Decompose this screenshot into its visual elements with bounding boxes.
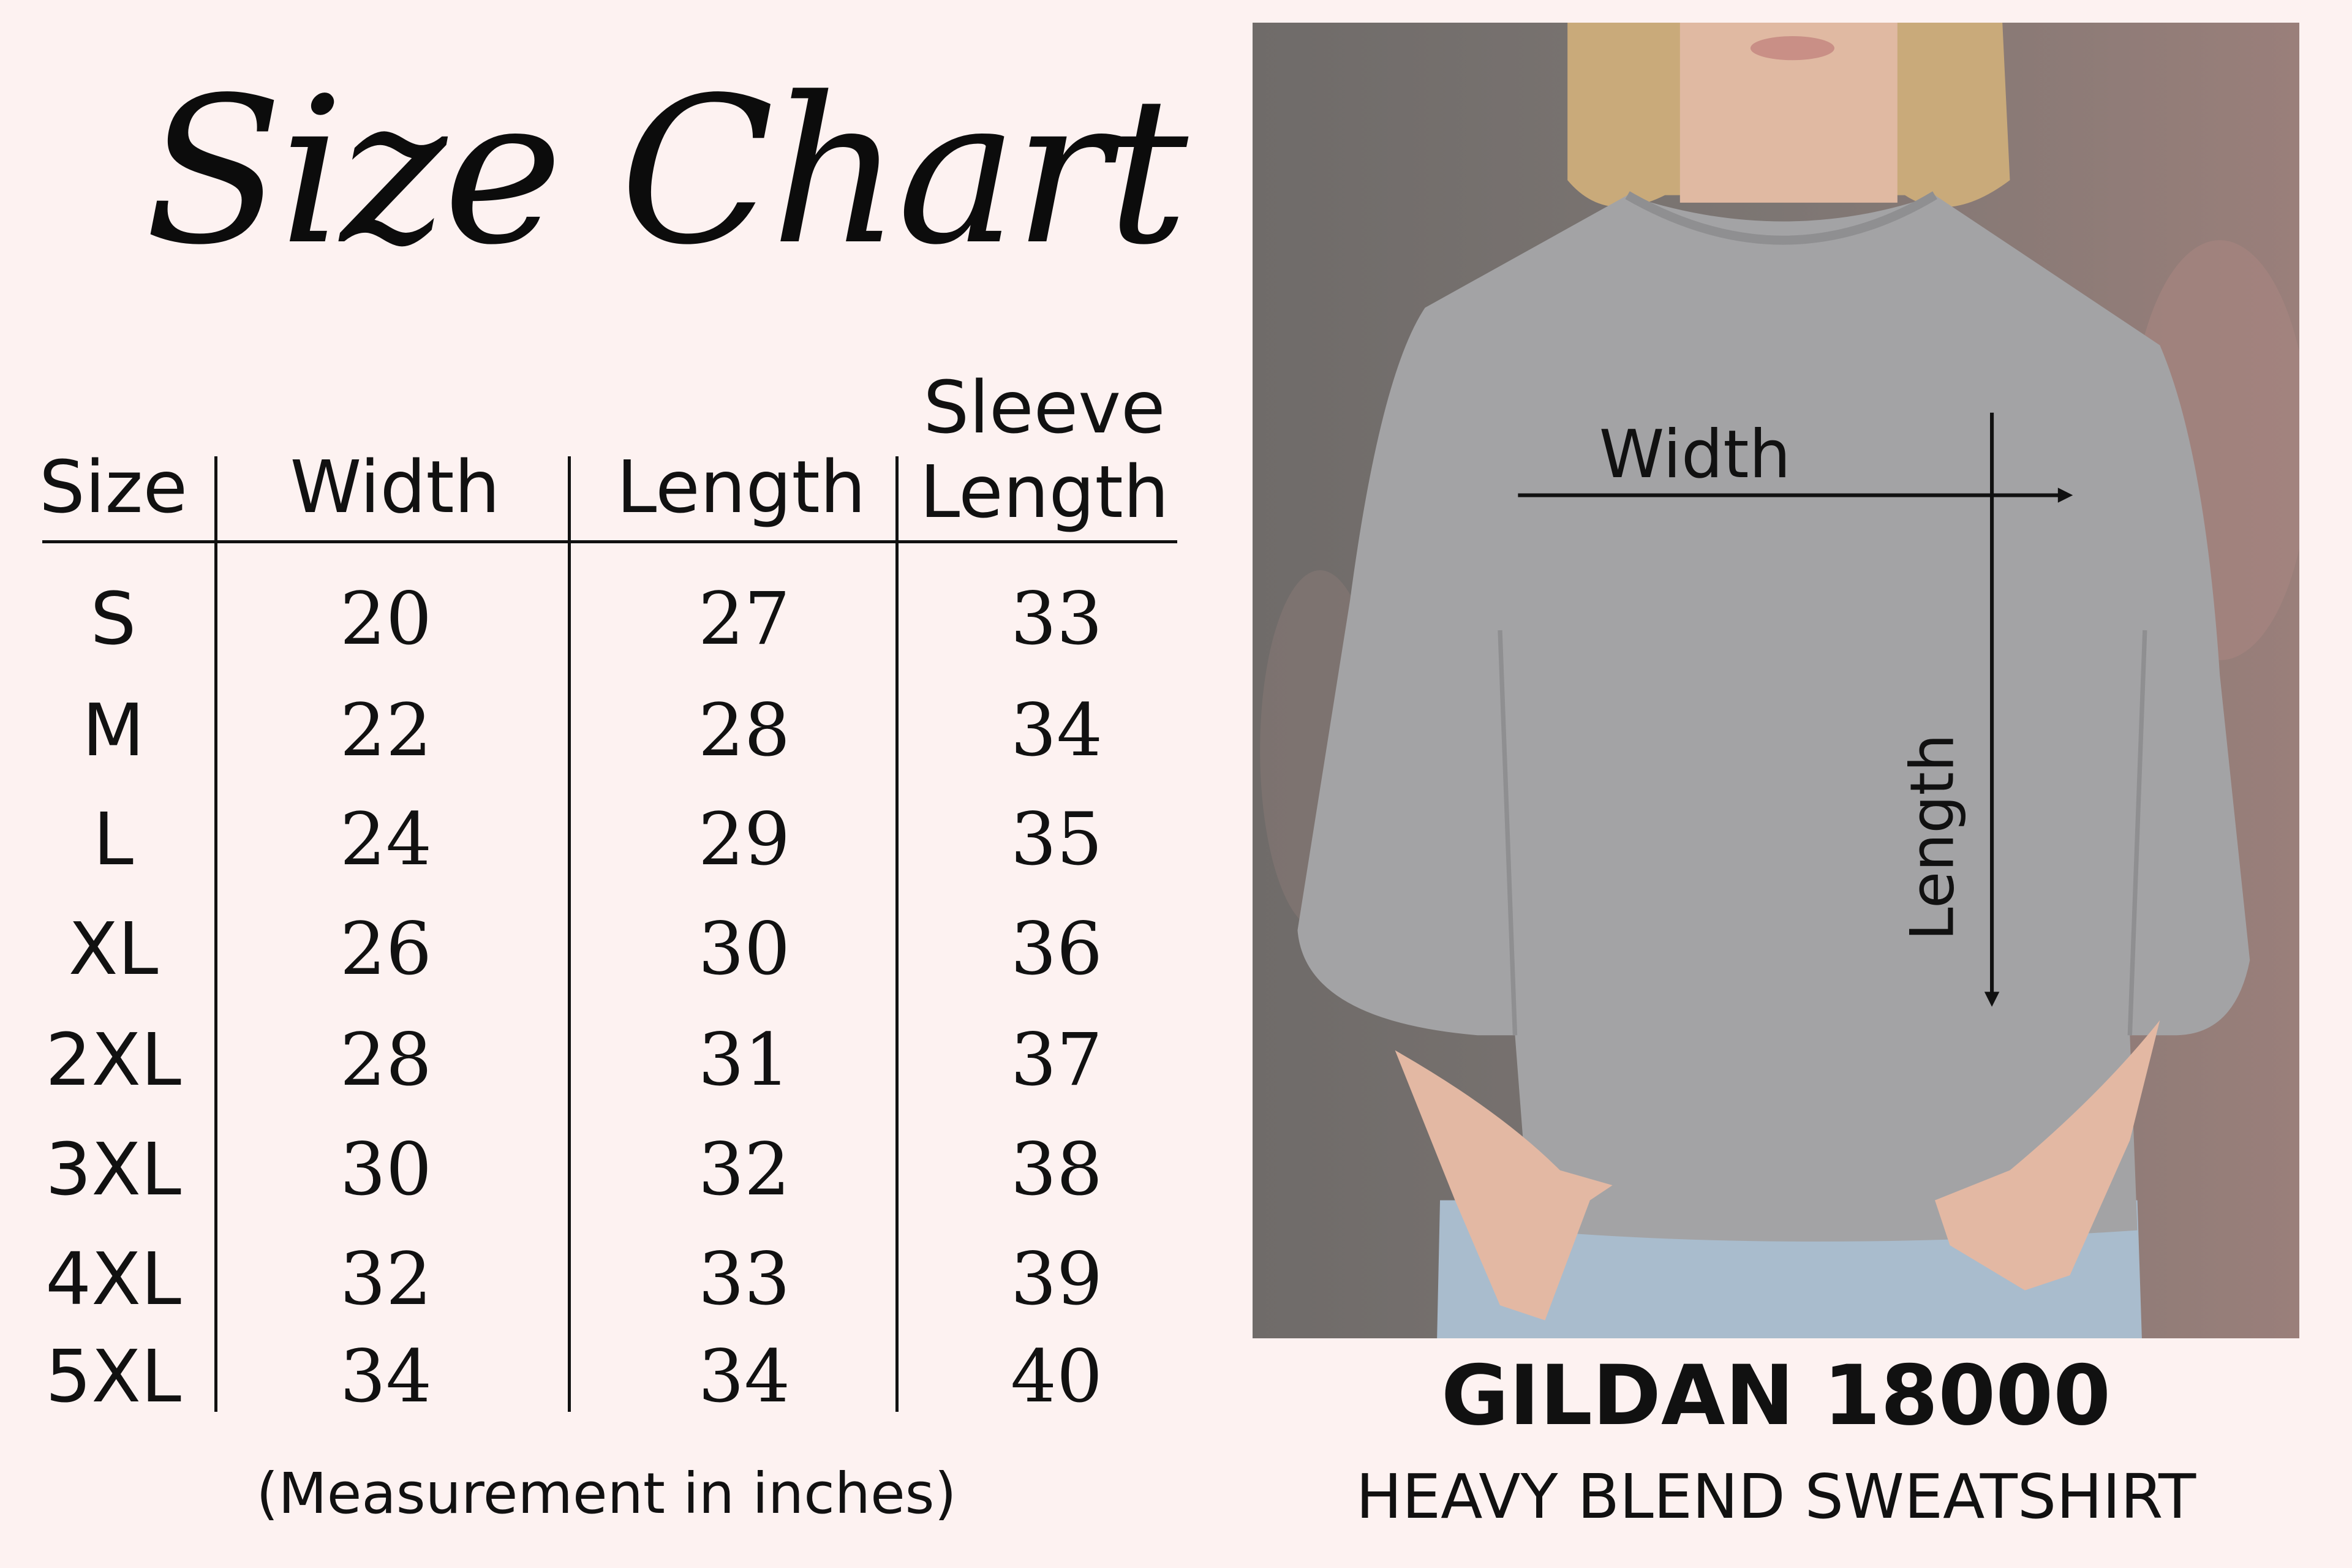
cell-sleeve: 36: [1010, 907, 1103, 991]
cell-width: 24: [339, 797, 432, 881]
cell-size: 5XL: [45, 1334, 181, 1419]
header-size: Size: [39, 445, 188, 529]
header-sleeve-length: Length: [919, 450, 1169, 534]
cell-length: 27: [698, 576, 791, 661]
measurement-note: (Measurement in inches): [256, 1461, 957, 1526]
cell-width: 22: [339, 688, 432, 772]
cell-size: XL: [68, 907, 159, 991]
header-sleeve: Sleeve: [923, 365, 1166, 450]
cell-size: 3XL: [45, 1127, 181, 1212]
header-width: Width: [290, 445, 500, 529]
cell-length: 30: [698, 907, 791, 991]
brand-name: GILDAN 18000: [1441, 1348, 2111, 1444]
cell-size: S: [90, 576, 137, 661]
width-annotation: Width: [1599, 417, 1791, 493]
cell-sleeve: 34: [1010, 688, 1103, 772]
cell-sleeve: 39: [1010, 1237, 1103, 1321]
column-divider: [214, 456, 217, 1412]
product-name: HEAVY BLEND SWEATSHIRT: [1355, 1461, 2196, 1532]
cell-width: 34: [339, 1334, 432, 1419]
cell-width: 26: [339, 907, 432, 991]
cell-length: 33: [698, 1237, 791, 1321]
cell-width: 32: [339, 1237, 432, 1321]
header-length: Length: [616, 445, 866, 529]
cell-length: 34: [698, 1334, 791, 1419]
model-photo: Width Length: [1253, 23, 2310, 1338]
cell-sleeve: 37: [1010, 1017, 1103, 1102]
length-annotation: Length: [1898, 734, 1967, 941]
cell-sleeve: 35: [1010, 797, 1103, 881]
cell-size: M: [82, 688, 145, 772]
size-chart-title: Size Chart: [145, 54, 1188, 289]
sweatshirt-illustration: Width Length: [1253, 23, 2310, 1338]
cell-size: 2XL: [45, 1017, 181, 1102]
header-divider: [42, 540, 1177, 543]
column-divider: [895, 456, 899, 1412]
cell-sleeve: 33: [1010, 576, 1103, 661]
cell-width: 30: [339, 1127, 432, 1212]
cell-sleeve: 40: [1010, 1334, 1103, 1419]
cell-length: 28: [698, 688, 791, 772]
cell-length: 31: [698, 1017, 791, 1102]
cell-length: 29: [698, 797, 791, 881]
cell-length: 32: [698, 1127, 791, 1212]
cell-size: L: [93, 797, 134, 881]
cell-sleeve: 38: [1010, 1127, 1103, 1212]
cell-size: 4XL: [45, 1237, 181, 1321]
cell-width: 20: [339, 576, 432, 661]
column-divider: [568, 456, 571, 1412]
cell-width: 28: [339, 1017, 432, 1102]
